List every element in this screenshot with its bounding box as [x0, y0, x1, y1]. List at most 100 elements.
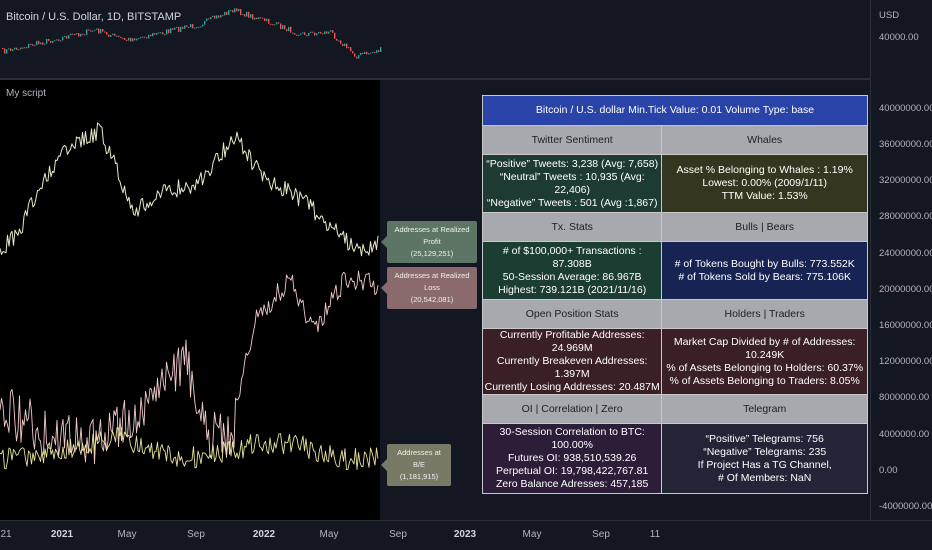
price-candle: [146, 37, 148, 39]
price-tick: 4000000.00: [879, 429, 930, 440]
price-candle: [132, 38, 134, 42]
price-candle: [328, 31, 330, 34]
pane-separator[interactable]: [0, 78, 932, 80]
price-candle: [242, 14, 244, 16]
time-axis[interactable]: 21 2021 May Sep 2022 May Sep 2023 May Se…: [0, 520, 932, 550]
price-candle: [214, 15, 216, 19]
price-candle: [16, 47, 18, 50]
price-candle: [240, 9, 242, 16]
price-candle: [100, 28, 102, 34]
price-candle: [152, 33, 154, 37]
price-chart-pane[interactable]: Bitcoin / U.S. Dollar, 1D, BITSTAMP: [0, 0, 870, 78]
label-profit-title: Addresses at Realized Profit: [394, 225, 470, 246]
price-candle: [342, 43, 344, 47]
price-tick-top: 40000.00: [879, 32, 919, 43]
price-candle: [318, 31, 320, 34]
price-candle: [126, 39, 128, 41]
price-candle: [62, 36, 64, 41]
price-candle: [312, 31, 314, 33]
price-candle: [176, 26, 178, 28]
time-tick: May: [117, 529, 137, 540]
section-title-telegram: Telegram: [661, 394, 868, 424]
price-candle: [140, 37, 142, 39]
price-candle: [104, 31, 106, 33]
price-candle: [258, 17, 260, 20]
price-candle: [340, 40, 342, 44]
label-realized-loss: Addresses at Realized Loss (20,542,081): [381, 267, 477, 309]
price-candle: [128, 37, 130, 41]
cell-line: # of Tokens Bought by Bulls: 773.552K: [674, 257, 855, 270]
price-tick: 20000000.00: [879, 284, 932, 295]
price-candle: [352, 51, 354, 54]
price-candle: [184, 25, 186, 29]
cell-line: “Positive” Telegrams: 756: [705, 432, 824, 445]
price-candle: [296, 34, 298, 36]
price-candle: [116, 35, 118, 37]
price-candle: [40, 42, 42, 45]
price-axis[interactable]: USD 40000.00 40000000.00 36000000.00 320…: [870, 0, 932, 520]
twitter-sentiment-cell: “Positive” Tweets: 3,238 (Avg: 7,658) “N…: [481, 154, 663, 213]
price-candle: [330, 30, 332, 32]
indicator-title[interactable]: My script: [6, 88, 46, 99]
price-candle: [356, 56, 358, 59]
price-candle: [210, 17, 212, 19]
price-candle: [212, 15, 214, 18]
price-candle: [248, 11, 250, 18]
price-candle: [306, 35, 308, 37]
price-candle: [70, 33, 72, 36]
price-candle: [370, 52, 372, 54]
currency-label[interactable]: USD: [879, 10, 900, 21]
price-candle: [260, 17, 262, 19]
price-candle: [180, 26, 182, 32]
symbol-title[interactable]: Bitcoin / U.S. Dollar, 1D, BITSTAMP: [6, 11, 182, 23]
price-candle: [362, 52, 364, 55]
price-candle: [216, 15, 218, 19]
price-candle: [34, 45, 36, 47]
price-candle: [322, 33, 324, 35]
time-tick: May: [319, 529, 339, 540]
price-candle: [46, 39, 48, 44]
time-tick: 2022: [252, 529, 276, 540]
price-candle: [202, 24, 204, 27]
price-candle: [182, 26, 184, 29]
price-candle: [286, 29, 288, 32]
holders-traders-cell: Market Cap Divided by # of Addresses: 10…: [661, 328, 868, 395]
price-candle: [130, 37, 132, 42]
cell-line: 30-Session Correlation to BTC: 100.00%: [499, 426, 645, 451]
price-candle: [224, 11, 226, 16]
price-candle: [320, 31, 322, 34]
price-candle: [192, 24, 194, 29]
price-candle: [186, 25, 188, 27]
cell-line: “Negative” Tweets : 501 (Avg :1,867): [486, 196, 658, 209]
time-tick: 21: [0, 529, 12, 540]
price-candle: [10, 48, 12, 52]
cell-line: Currently Losing Addresses: 20.487M: [484, 381, 660, 393]
price-candle: [4, 48, 6, 54]
indicator-pane[interactable]: My script Addresses at Realized Profit (…: [0, 80, 870, 520]
price-candle: [358, 55, 360, 59]
price-tick: 12000000.00: [879, 356, 932, 367]
price-candle: [56, 39, 58, 41]
price-candle: [234, 8, 236, 13]
cell-line: # of $100,000+ Transactions : 87.308B: [502, 244, 642, 270]
price-candle: [378, 50, 380, 52]
price-candle: [278, 22, 280, 24]
label-loss-title: Addresses at Realized Loss: [394, 271, 470, 292]
price-candle: [264, 18, 266, 22]
cell-line: Currently Profitable Addresses: 24.969M: [499, 329, 645, 354]
price-candle: [222, 15, 224, 17]
cell-line: “Negative” Telegrams: 235: [703, 445, 827, 458]
price-candle: [84, 34, 86, 36]
realized-loss-line: [0, 270, 379, 465]
price-candle: [158, 32, 160, 34]
price-candle: [108, 34, 110, 37]
price-candle: [230, 10, 232, 12]
bulls-bears-cell: # of Tokens Bought by Bulls: 773.552K # …: [661, 241, 868, 300]
time-tick: May: [522, 529, 542, 540]
price-candle: [348, 47, 350, 49]
price-candle: [154, 33, 156, 35]
price-candle: [346, 43, 348, 49]
price-candle: [294, 33, 296, 35]
price-tick: 8000000.00: [879, 392, 930, 403]
cell-line: # of Tokens Sold by Bears: 775.106K: [678, 270, 851, 283]
